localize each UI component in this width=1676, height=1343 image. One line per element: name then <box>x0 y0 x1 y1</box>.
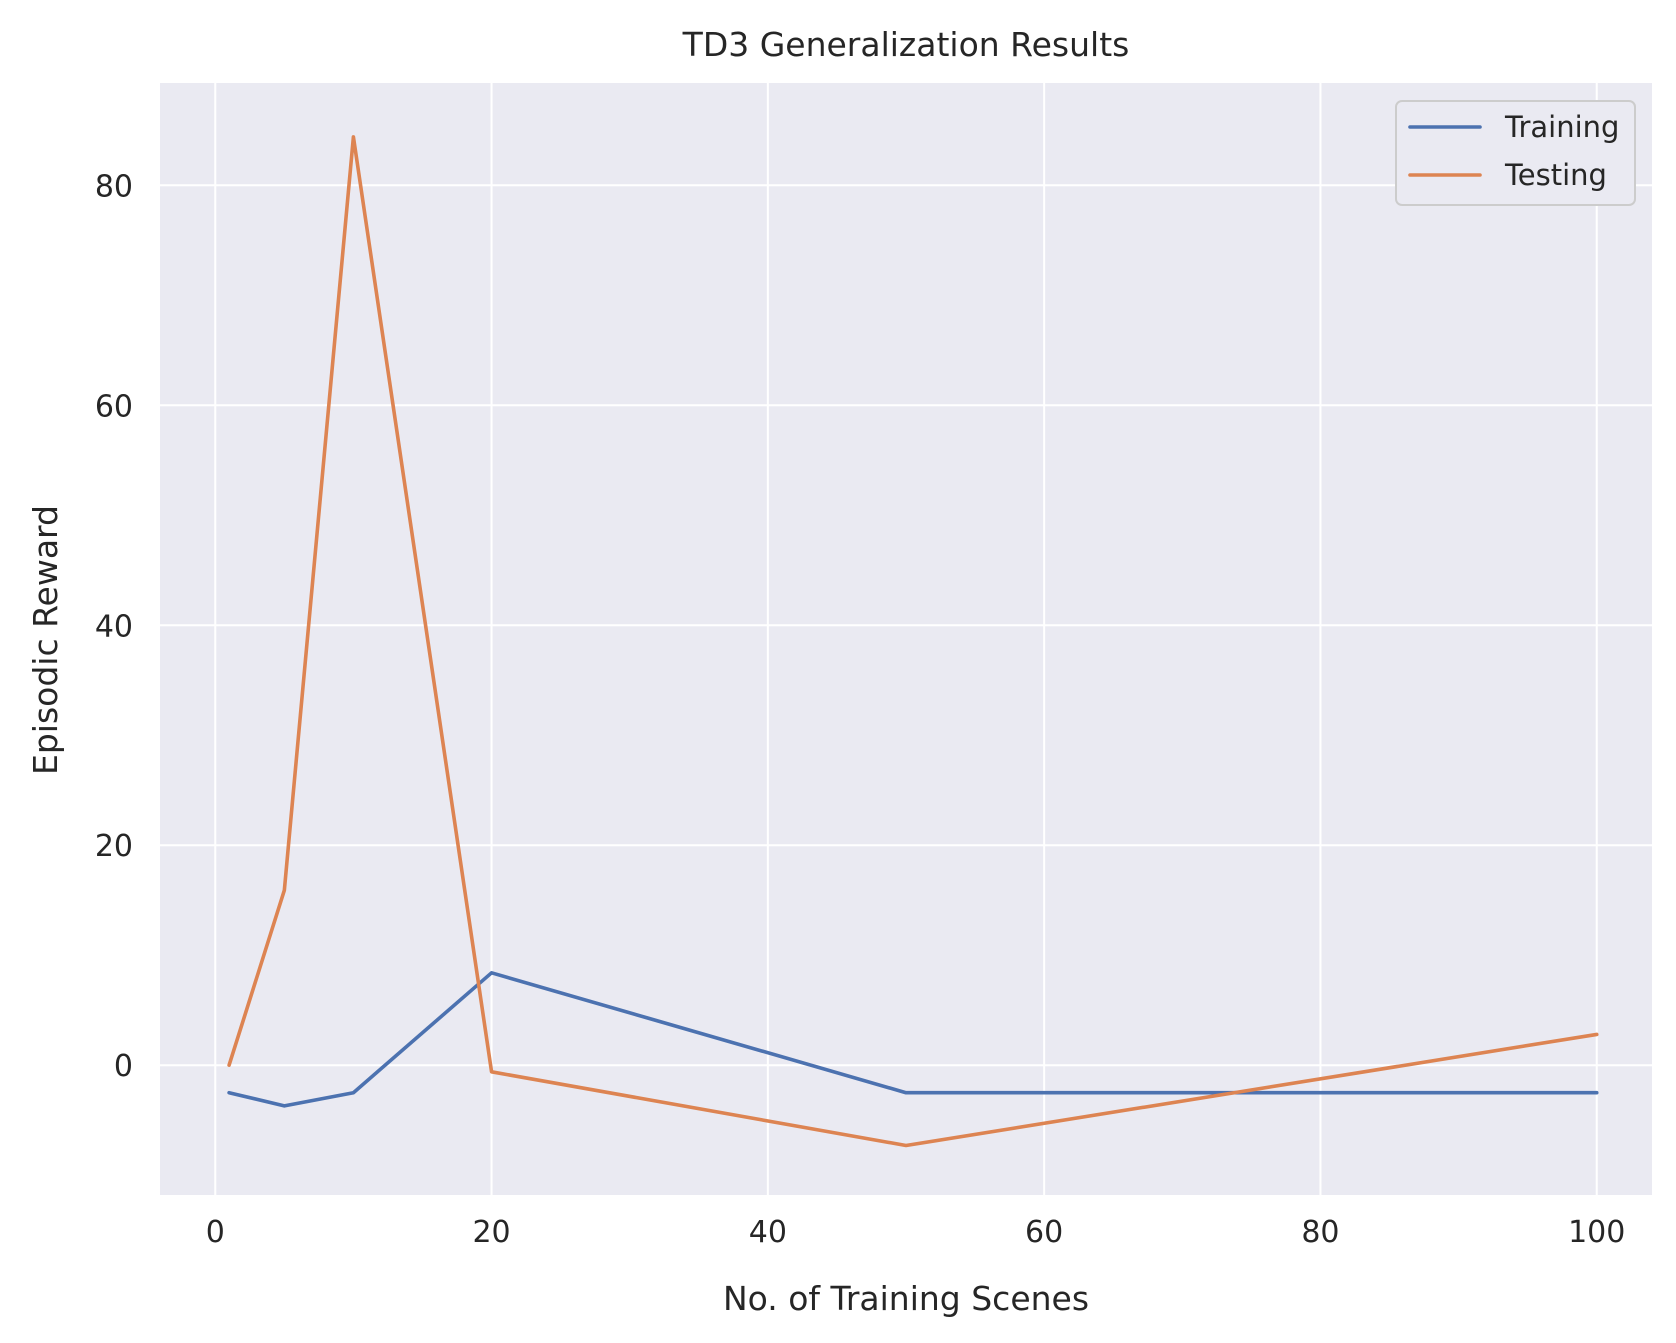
y-tick-label-1: 20 <box>95 829 133 864</box>
plot-background <box>160 83 1652 1195</box>
y-tick-label-2: 40 <box>95 609 133 644</box>
x-axis-label: No. of Training Scenes <box>723 1279 1089 1318</box>
series-line-testing <box>227 135 1599 1148</box>
x-tick-label-5: 100 <box>1568 1215 1625 1250</box>
series-line-training <box>227 971 1599 1108</box>
chart-title: TD3 Generalization Results <box>682 25 1130 64</box>
legend-label-training: Training <box>1504 110 1619 144</box>
x-tick-label-0: 0 <box>206 1215 225 1250</box>
y-tick-label-3: 60 <box>95 389 133 424</box>
x-tick-label-2: 40 <box>749 1215 787 1250</box>
series-layer <box>227 135 1599 1148</box>
y-tick-label-0: 0 <box>114 1049 133 1084</box>
legend: Training Testing <box>1395 100 1636 206</box>
plot-area <box>160 83 1652 1195</box>
x-tick-label-1: 20 <box>472 1215 510 1250</box>
y-tick-label-4: 80 <box>95 169 133 204</box>
x-tick-label-3: 60 <box>1025 1215 1063 1250</box>
tick-labels: 0 20 40 60 80 100 0 20 40 60 80 <box>95 169 1626 1250</box>
y-axis-label: Episodic Reward <box>26 505 65 775</box>
legend-label-testing: Testing <box>1504 158 1607 192</box>
x-tick-label-4: 80 <box>1301 1215 1339 1250</box>
